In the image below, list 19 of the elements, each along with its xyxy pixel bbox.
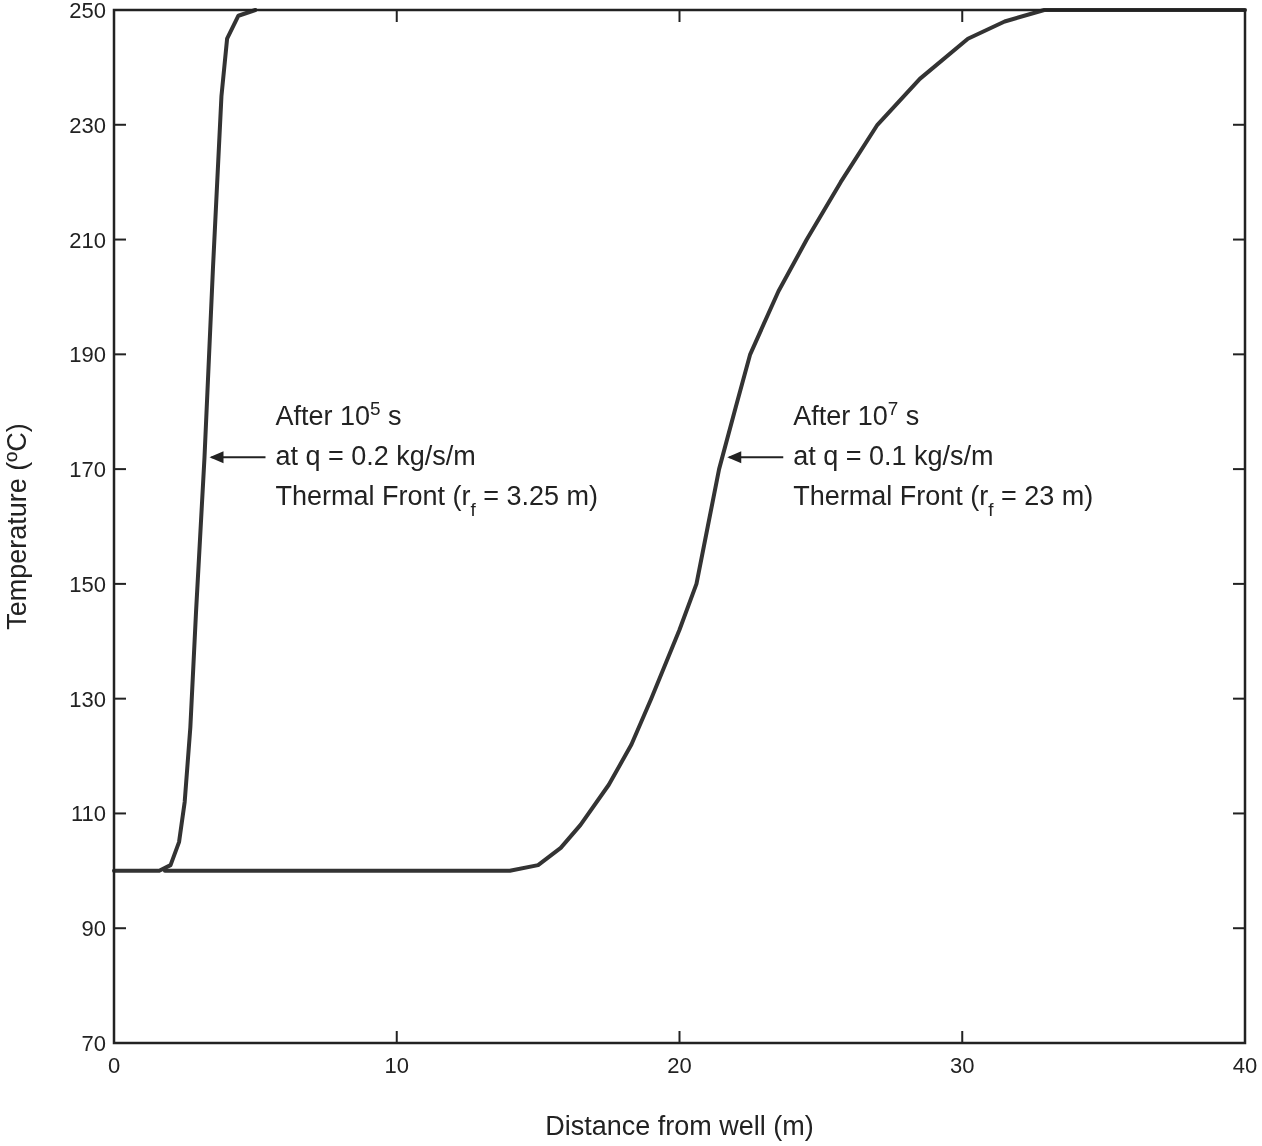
x-tick-label: 40 (1232, 1053, 1258, 1078)
y-tick-label: 130 (69, 686, 106, 712)
y-tick-label: 190 (69, 342, 106, 368)
y-axis-title: Temperature (ºC) (2, 423, 32, 630)
annotation: After 10$^{5}$ s at q = 0.2 kg/s/m Thermal Front (r$_{f}$ = 3.25 m) (275, 397, 599, 520)
y-tick-label: 90 (81, 916, 106, 942)
x-tick-label: 0 (107, 1053, 121, 1078)
y-tick-label: 250 (69, 0, 106, 23)
y-tick-label: 210 (69, 227, 106, 253)
annotation: After 10$^{7}$ s at q = 0.1 kg/s/m Thermal Front (r$_{f}$ = 23 m) (793, 397, 1094, 520)
y-tick-label: 150 (69, 571, 106, 597)
y-tick-label: 230 (69, 112, 106, 138)
y-tick-label: 70 (81, 1031, 106, 1056)
x-tick-label: 30 (950, 1053, 975, 1078)
x-tick-label: 20 (667, 1053, 692, 1078)
x-tick-label: 10 (384, 1053, 409, 1078)
x-axis-title: Distance from well (m) (545, 1111, 814, 1141)
y-tick-label: 170 (69, 457, 106, 483)
y-tick-label: 110 (70, 801, 106, 827)
